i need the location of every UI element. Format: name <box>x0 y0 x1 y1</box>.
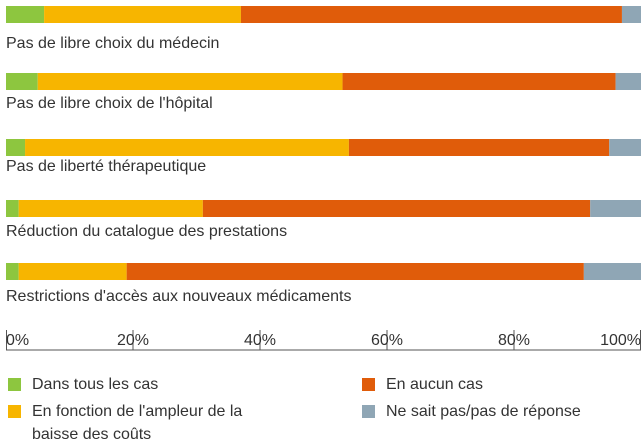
category-label: Réduction du catalogue des prestations <box>6 223 287 240</box>
bar-segment <box>615 73 641 90</box>
legend-label: En fonction de l'ampleur de la baisse de… <box>32 403 243 443</box>
bar-segment <box>621 6 641 23</box>
legend-swatch <box>362 405 375 418</box>
category-label: Pas de libre choix de l'hôpital <box>6 95 213 112</box>
bar-segment <box>583 263 641 280</box>
legend-item: Ne sait pas/pas de réponse <box>362 400 641 423</box>
legend-label: Dans tous les cas <box>32 376 159 393</box>
bar-segment <box>18 263 127 280</box>
bar-segment <box>202 200 591 217</box>
x-tick-label: 20% <box>117 332 149 349</box>
bar-segment <box>6 200 19 217</box>
bar-segment <box>240 6 622 23</box>
bar-segment <box>6 73 38 90</box>
x-tick-label: 40% <box>244 332 276 349</box>
bar-segment <box>348 139 610 156</box>
bar-segment <box>6 6 45 23</box>
legend-label: En aucun cas <box>386 376 483 393</box>
bar-segment <box>590 200 641 217</box>
bar-segment <box>44 6 241 23</box>
category-label: Pas de liberté thérapeutique <box>6 158 206 175</box>
legend-swatch <box>8 405 21 418</box>
legend-item: Dans tous les cas <box>8 373 287 396</box>
legend-item: En aucun cas <box>362 373 641 396</box>
bar-segment <box>18 200 203 217</box>
bar-segment <box>6 263 19 280</box>
legend-label: Ne sait pas/pas de réponse <box>386 403 581 420</box>
category-label: Restrictions d'accès aux nouveaux médica… <box>6 288 351 305</box>
legend-swatch <box>362 378 375 391</box>
bar-segment <box>126 263 584 280</box>
x-tick-label: 100% <box>600 332 641 349</box>
bar-segment <box>25 139 349 156</box>
x-tick-label: 60% <box>371 332 403 349</box>
x-tick-label: 0% <box>6 332 29 349</box>
legend-item: En fonction de l'ampleur de la baisse de… <box>8 400 287 443</box>
category-label: Pas de libre choix du médecin <box>6 35 219 52</box>
bar-segment <box>342 73 616 90</box>
bar-segment <box>6 139 26 156</box>
bar-segment <box>609 139 641 156</box>
legend-swatch <box>8 378 21 391</box>
bar-segment <box>37 73 343 90</box>
x-tick-label: 80% <box>498 332 530 349</box>
